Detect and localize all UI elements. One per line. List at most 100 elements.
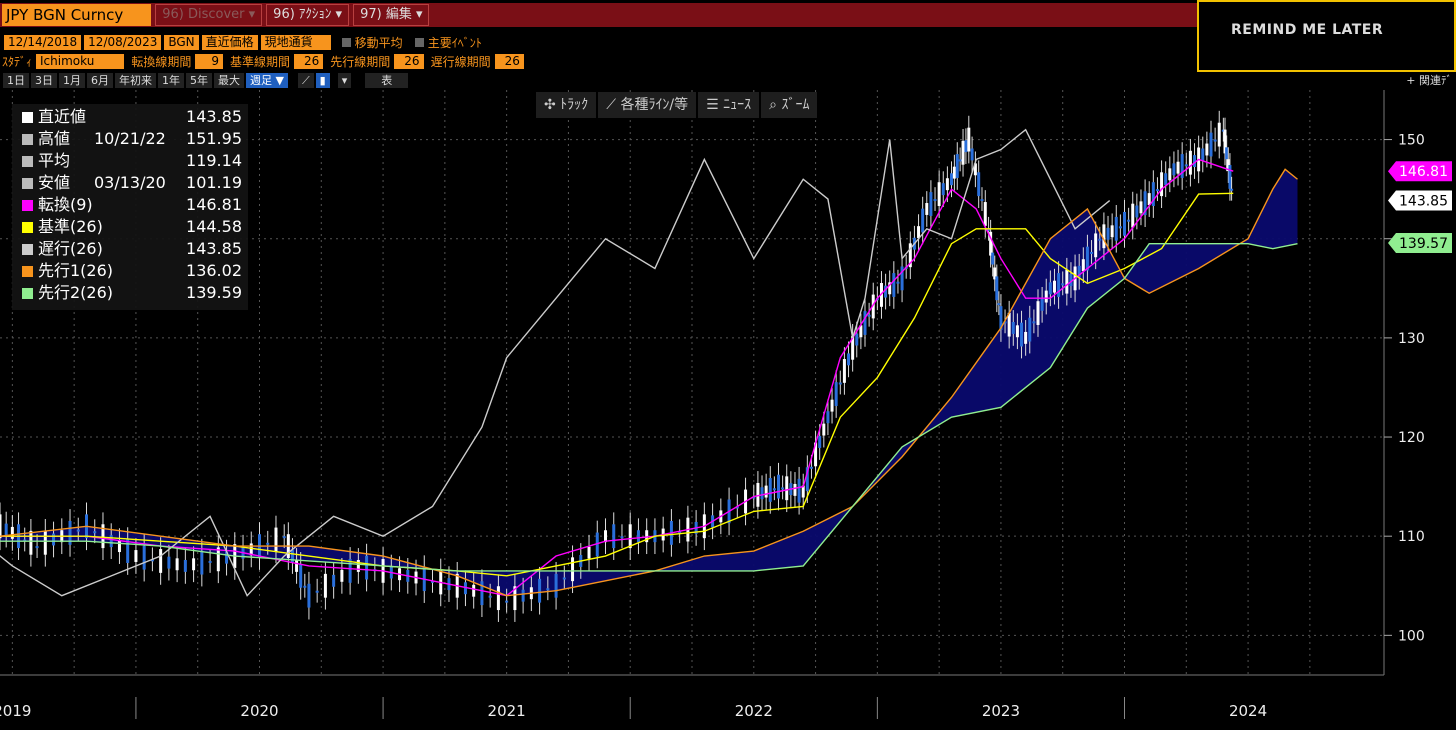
candle-body (1110, 225, 1114, 238)
bar-chart-icon[interactable]: ▮ (315, 72, 330, 88)
candle-body (645, 530, 649, 543)
candle-body (809, 466, 813, 469)
price-type-select[interactable]: 直近価格 (201, 35, 258, 50)
period-6m[interactable]: 6月 (87, 72, 113, 88)
legend-row[interactable]: 遅行(26) 143.85 (18, 238, 246, 260)
candle-body (117, 540, 121, 553)
legend-name: 遅行(26) (38, 239, 103, 258)
events-checkbox[interactable] (414, 38, 424, 47)
candle-body (295, 559, 299, 572)
candle-body (945, 178, 949, 191)
candle-body (1123, 211, 1126, 236)
base-field[interactable]: 26 (293, 54, 324, 69)
candle-body (937, 182, 941, 207)
candle-body (521, 589, 525, 602)
candle-body (955, 154, 959, 178)
period-ytd[interactable]: 年初来 (115, 72, 156, 88)
candle-body (1044, 290, 1048, 303)
line-chart-icon[interactable]: ⟋ (297, 72, 314, 88)
candle-body (1172, 163, 1176, 176)
edit-menu[interactable]: 97) 編集 ▾ (353, 4, 430, 26)
candle-body (587, 546, 591, 559)
legend-name: 先行1(26) (38, 261, 114, 280)
candle-body (1094, 233, 1098, 258)
lag-field[interactable]: 26 (494, 54, 524, 69)
legend-row[interactable]: 先行1(26) 136.02 (18, 260, 246, 282)
candle-body (973, 163, 977, 176)
candle-body (867, 314, 871, 317)
candle-body (109, 535, 113, 548)
series-line (0, 128, 1111, 597)
news-button[interactable]: ☰ ﾆｭｰｽ (698, 92, 760, 118)
legend-row[interactable]: 先行2(26) 139.59 (18, 282, 246, 304)
candle-body (1193, 155, 1197, 168)
track-button[interactable]: ✣ ﾄﾗｯｸ (536, 92, 597, 118)
remind-later-button[interactable]: REMIND ME LATER (1231, 22, 1384, 38)
candle-body (1028, 317, 1032, 342)
legend-row[interactable]: 基準(26) 144.58 (18, 216, 246, 238)
candle-body (834, 382, 838, 406)
ma-checkbox[interactable] (341, 38, 351, 47)
source-field[interactable]: BGN (164, 35, 199, 50)
candle-body (735, 506, 739, 509)
candle-body (356, 559, 360, 572)
candle-body (620, 536, 624, 539)
candle-body (1036, 301, 1040, 325)
candle-body (332, 574, 336, 587)
candle-body (863, 311, 867, 335)
candle-body (785, 476, 789, 501)
base-label: 基準線期間 (229, 55, 290, 69)
candle-body (999, 306, 1003, 330)
discover-menu[interactable]: 96) Discover ▾ (155, 4, 263, 26)
date-from-field[interactable]: 12/14/2018 (4, 35, 82, 50)
candle-body (888, 282, 892, 295)
legend-value: 136.02 (186, 261, 242, 280)
candle-body (826, 411, 830, 424)
ticker-field[interactable]: JPY BGN Curncy (2, 4, 152, 26)
price-tag (1388, 161, 1452, 182)
legend-row[interactable]: 平均 119.14 (18, 150, 246, 172)
zoom-button[interactable]: ⌕ ｽﾞｰﾑ (761, 92, 818, 118)
legend-name: 安値 (38, 173, 71, 192)
candle-body (1098, 238, 1102, 241)
period-1m[interactable]: 1月 (59, 72, 85, 88)
legend-row[interactable]: 安値 03/13/20 101.19 (18, 172, 246, 194)
table-button[interactable]: 表 (365, 72, 409, 88)
candle-body (604, 530, 607, 543)
period-3d[interactable]: 3日 (31, 72, 57, 88)
candle-body (1205, 143, 1209, 156)
candle-body (1230, 188, 1234, 191)
legend-row[interactable]: 直近値 143.85 (18, 106, 246, 128)
candle-body (772, 488, 776, 491)
candle-body (76, 529, 80, 532)
date-to-field[interactable]: 12/08/2023 (84, 35, 162, 50)
currency-select[interactable]: 現地通貨 (260, 35, 331, 50)
candle-body (1213, 139, 1217, 142)
weekly-select[interactable]: 週足 ▼ (246, 72, 288, 88)
candle-body (1118, 226, 1122, 229)
period-1y[interactable]: 1年 (158, 72, 184, 88)
candle-body (967, 127, 971, 152)
related-data-link[interactable]: + 関連ﾃﾞ (1406, 74, 1452, 87)
candle-body (554, 573, 558, 598)
candle-body (1090, 251, 1094, 254)
candle-body (855, 333, 859, 346)
action-menu[interactable]: 96) ｱｸｼｮﾝ ▾ (266, 4, 350, 26)
lead-field[interactable]: 26 (394, 54, 424, 69)
candle-body (908, 243, 912, 268)
candle-body (1188, 150, 1192, 175)
candle-body (303, 585, 307, 588)
legend-row[interactable]: 転換(9) 146.81 (18, 194, 246, 216)
period-5y[interactable]: 5年 (186, 72, 212, 88)
chevron-down-icon[interactable]: ▾ (337, 72, 352, 88)
legend-row[interactable]: 高値 10/21/22 151.95 (18, 128, 246, 150)
candle-body (299, 563, 303, 588)
period-max[interactable]: 最大 (214, 72, 244, 88)
legend-swatch (22, 266, 33, 277)
candle-body (29, 530, 33, 555)
candle-body (323, 573, 327, 598)
period-1d[interactable]: 1日 (3, 72, 29, 88)
lines-button[interactable]: ⟋ 各種ﾗｲﾝ/等 (598, 92, 697, 118)
study-select[interactable]: Ichimoku (36, 54, 125, 69)
conv-field[interactable]: 9 (195, 54, 223, 69)
